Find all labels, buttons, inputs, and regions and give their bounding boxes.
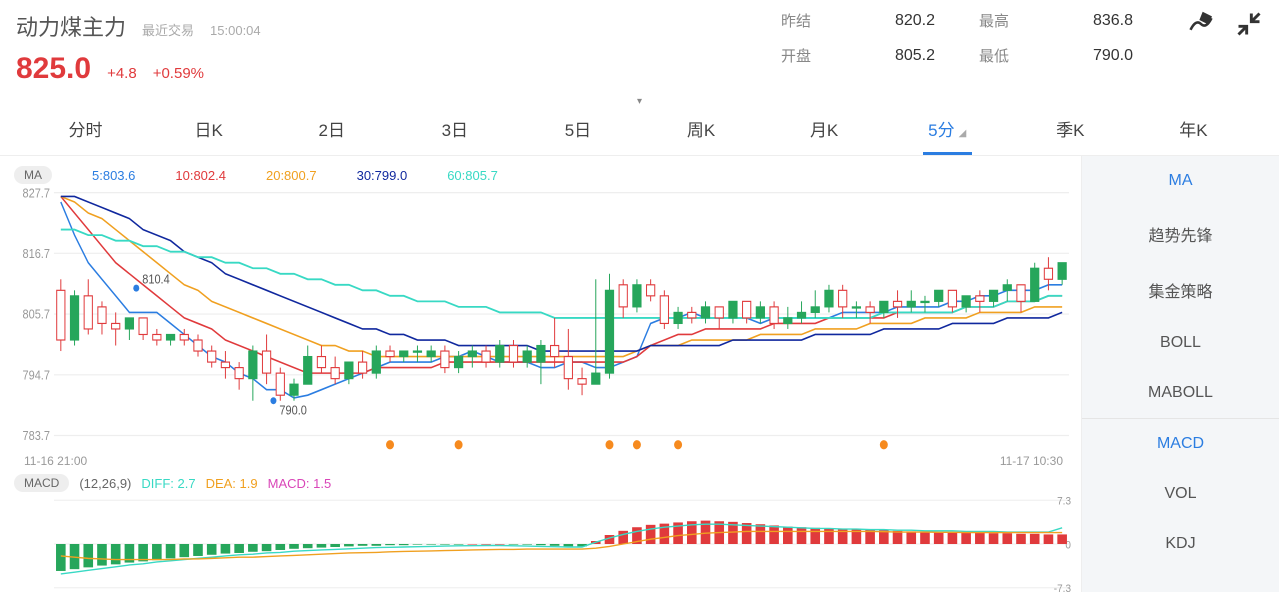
ma-value: 30:799.0 xyxy=(357,168,408,183)
prev-close-value: 820.2 xyxy=(855,12,935,30)
chart-column: MA 5:803.6 10:802.4 20:800.7 30:799.0 60:805… xyxy=(0,156,1081,592)
tab-周K[interactable]: 周K xyxy=(639,102,762,155)
indicator-sidebar: MA趋势先锋集金策略BOLLMABOLL MACDVOLKDJ xyxy=(1081,156,1279,592)
sidebar-bottom: MACDVOLKDJ xyxy=(1082,419,1279,569)
macd-params: (12,26,9) xyxy=(79,476,131,491)
low-label: 最低 xyxy=(979,45,1009,66)
sidebar-item-集金策略[interactable]: 集金策略 xyxy=(1082,262,1279,318)
symbol-name: 动力煤主力 xyxy=(16,10,126,42)
header-icons xyxy=(1187,10,1263,43)
sidebar-item-MACD[interactable]: MACD xyxy=(1082,419,1279,469)
svg-text:783.7: 783.7 xyxy=(22,428,49,443)
high-value: 836.8 xyxy=(1053,12,1133,30)
header: 动力煤主力 最近交易 15:00:04 825.0 +4.8 +0.59% 昨结… xyxy=(0,0,1279,90)
tab-年K[interactable]: 年K xyxy=(1132,102,1255,155)
timeframe-tabs: ▾ 分时日K2日3日5日周K月K5分◢季K年K xyxy=(0,102,1279,156)
time-axis: 11-16 21:00 11-17 10:30 xyxy=(14,454,1073,470)
svg-text:816.7: 816.7 xyxy=(22,246,49,261)
macd-dea: DEA: 1.9 xyxy=(206,476,258,491)
macd-chart[interactable]: 7.30-7.3 xyxy=(14,496,1073,592)
sidebar-item-KDJ[interactable]: KDJ xyxy=(1082,519,1279,569)
open-value: 805.2 xyxy=(855,47,935,65)
sidebar-item-BOLL[interactable]: BOLL xyxy=(1082,318,1279,368)
candlestick-chart[interactable]: 827.7 816.7 805.7 794.7 783.7 810.4 790.0 xyxy=(14,188,1073,454)
ma-indicator-bar: MA 5:803.6 10:802.4 20:800.7 30:799.0 60:805… xyxy=(14,162,1073,188)
ma-value: 60:805.7 xyxy=(447,168,498,183)
x-end-label: 11-17 10:30 xyxy=(1000,454,1063,468)
macd-indicator-bar: MACD (12,26,9) DIFF: 2.7 DEA: 1.9 MACD: … xyxy=(14,470,1073,496)
collapse-icon[interactable] xyxy=(1235,10,1263,43)
ma-badge[interactable]: MA xyxy=(14,166,52,184)
last-price: 825.0 xyxy=(16,52,91,86)
tab-日K[interactable]: 日K xyxy=(147,102,270,155)
macd-macd: MACD: 1.5 xyxy=(268,476,332,491)
macd-badge[interactable]: MACD xyxy=(14,474,69,492)
tab-5日[interactable]: 5日 xyxy=(516,102,639,155)
ma-value: 10:802.4 xyxy=(175,168,226,183)
title-block: 动力煤主力 最近交易 15:00:04 825.0 +4.8 +0.59% xyxy=(16,10,276,86)
ma-value: 20:800.7 xyxy=(266,168,317,183)
drawing-tool-icon[interactable] xyxy=(1187,10,1215,43)
stats-grid: 昨结 820.2 最高 836.8 开盘 805.2 最低 790.0 xyxy=(781,10,1133,66)
svg-text:-7.3: -7.3 xyxy=(1054,584,1071,592)
sidebar-item-MABOLL[interactable]: MABOLL xyxy=(1082,368,1279,418)
tab-2日[interactable]: 2日 xyxy=(270,102,393,155)
svg-text:810.4: 810.4 xyxy=(142,272,170,287)
tab-月K[interactable]: 月K xyxy=(763,102,886,155)
tab-5分[interactable]: 5分◢ xyxy=(886,102,1009,155)
x-start-label: 11-16 21:00 xyxy=(24,454,87,468)
svg-text:794.7: 794.7 xyxy=(22,368,49,383)
last-trade-time: 15:00:04 xyxy=(210,23,261,38)
low-value: 790.0 xyxy=(1053,47,1133,65)
svg-text:7.3: 7.3 xyxy=(1057,496,1071,507)
last-trade-label: 最近交易 xyxy=(142,20,194,39)
tab-caret-icon: ◢ xyxy=(959,128,967,139)
svg-text:827.7: 827.7 xyxy=(22,188,49,200)
main-area: MA 5:803.6 10:802.4 20:800.7 30:799.0 60:805… xyxy=(0,156,1279,592)
tab-3日[interactable]: 3日 xyxy=(393,102,516,155)
svg-text:805.7: 805.7 xyxy=(22,307,49,322)
tab-分时[interactable]: 分时 xyxy=(24,102,147,155)
sidebar-item-VOL[interactable]: VOL xyxy=(1082,469,1279,519)
ma-value: 5:803.6 xyxy=(92,168,135,183)
high-label: 最高 xyxy=(979,10,1009,31)
svg-text:790.0: 790.0 xyxy=(279,403,307,418)
tab-季K[interactable]: 季K xyxy=(1009,102,1132,155)
macd-diff: DIFF: 2.7 xyxy=(141,476,195,491)
prev-close-label: 昨结 xyxy=(781,10,811,31)
sidebar-item-MA[interactable]: MA xyxy=(1082,156,1279,206)
price-change-pct: +0.59% xyxy=(153,65,204,82)
sidebar-top: MA趋势先锋集金策略BOLLMABOLL xyxy=(1082,156,1279,418)
price-change: +4.8 xyxy=(107,65,137,82)
open-label: 开盘 xyxy=(781,45,811,66)
sidebar-item-趋势先锋[interactable]: 趋势先锋 xyxy=(1082,206,1279,262)
